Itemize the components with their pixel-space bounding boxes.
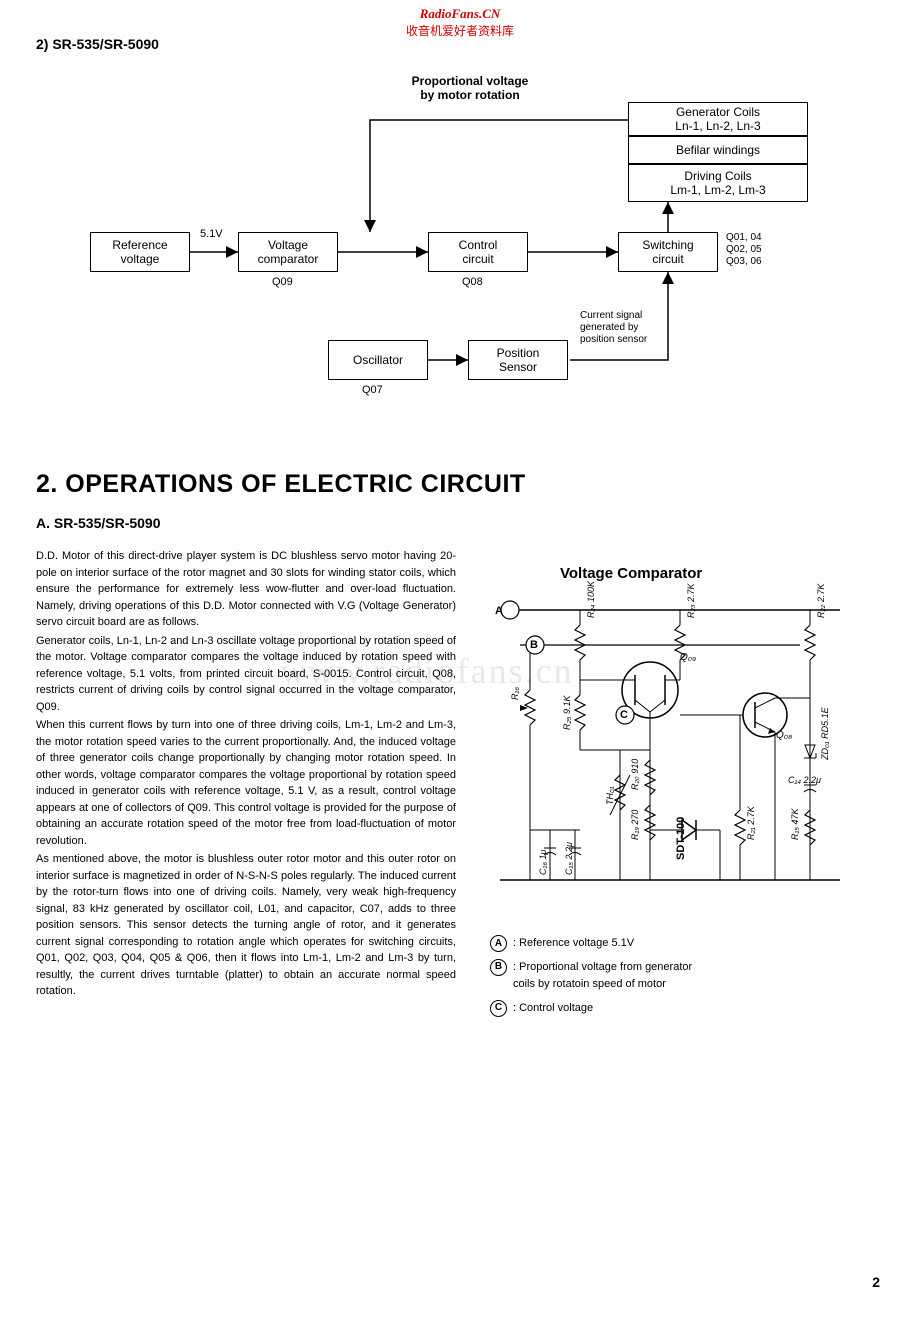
label-r25: R₂₅ 9.1K — [562, 695, 572, 730]
sub-heading: A. SR-535/SR-5090 — [36, 515, 161, 531]
schematic-legend: A : Reference voltage 5.1V B : Proportio… — [490, 935, 713, 1023]
label-r16: R₁₆ — [510, 687, 520, 700]
voltage-comparator-schematic: A B C R₂₄ 100K R₂₃ 2.7K R₂₂ 2.7K R₁₆ R₂₅… — [480, 580, 860, 910]
box-gen-coils: Generator Coils Ln-1, Ln-2, Ln-3 — [628, 102, 808, 136]
legend-row-a: A : Reference voltage 5.1V — [490, 935, 713, 953]
label-c15: C₁₅ 2.2μ — [564, 842, 574, 875]
marker-b: B — [530, 639, 538, 651]
block-diagram: Proportional voltage by motor rotation G… — [60, 70, 860, 410]
body-text: D.D. Motor of this direct-drive player s… — [36, 548, 456, 1002]
box-position: Position Sensor — [468, 340, 568, 380]
label-q-switching: Q01, 04 Q02, 05 Q03, 06 — [726, 232, 762, 268]
label-r15: R₁₅ 47K — [790, 809, 800, 840]
body-p3: When this current flows by turn into one… — [36, 717, 456, 849]
box-oscillator: Oscillator — [328, 340, 428, 380]
legend-text-b: : Proportional voltage from generator co… — [513, 959, 713, 994]
box-voltage-comparator: Voltage comparator — [238, 232, 338, 272]
label-r22: R₂₂ 2.7K — [816, 584, 826, 618]
label-c14: C₁₄ 2.2μ — [788, 775, 821, 785]
legend-row-b: B : Proportional voltage from generator … — [490, 959, 713, 994]
label-sdt: SDT-100 — [675, 817, 687, 860]
legend-text-c: : Control voltage — [513, 1000, 593, 1018]
label-c16: C₁₆ 1μ — [538, 850, 548, 875]
main-heading: 2. OPERATIONS OF ELECTRIC CIRCUIT — [36, 470, 526, 499]
legend-marker-c: C — [490, 1000, 507, 1017]
label-q07: Q07 — [362, 384, 383, 396]
label-th01: TH₀₁ — [605, 786, 615, 805]
label-r20: R₂₀ 910 — [630, 759, 640, 790]
box-driving-coils: Driving Coils Lm-1, Lm-2, Lm-3 — [628, 164, 808, 202]
marker-a: A — [495, 605, 503, 617]
label-r19: R₁₉ 270 — [630, 810, 640, 840]
box-ref-voltage: Reference voltage — [90, 232, 190, 272]
watermark-site: RadioFans.CN — [420, 6, 501, 22]
legend-marker-a: A — [490, 935, 507, 952]
label-r24: R₂₄ 100K — [586, 581, 596, 618]
body-p1: D.D. Motor of this direct-drive player s… — [36, 548, 456, 631]
watermark-cn: 收音机爱好者资料库 — [406, 22, 514, 39]
label-q09: Q09 — [272, 276, 293, 288]
top-feedback-label: Proportional voltage by motor rotation — [370, 74, 570, 102]
label-q09: Q₀₉ — [680, 652, 696, 663]
label-r23: R₂₃ 2.7K — [686, 583, 696, 618]
schematic-svg — [480, 580, 860, 910]
label-q08: Q08 — [462, 276, 483, 288]
page-number: 2 — [872, 1274, 880, 1290]
box-control: Control circuit — [428, 232, 528, 272]
body-p4: As mentioned above, the motor is blushle… — [36, 851, 456, 1000]
label-5v: 5.1V — [200, 228, 223, 240]
body-p2: Generator coils, Ln-1, Ln-2 and Ln-3 osc… — [36, 633, 456, 716]
marker-c: C — [620, 709, 628, 721]
legend-row-c: C : Control voltage — [490, 1000, 713, 1018]
box-switching: Switching circuit — [618, 232, 718, 272]
legend-text-a: : Reference voltage 5.1V — [513, 935, 634, 953]
label-r21: R₂₁ 2.7K — [746, 806, 756, 840]
label-zd01: ZD₀₁ RD5.1E — [820, 707, 830, 760]
label-q08: Q₀₈ — [776, 730, 792, 741]
section-label: 2) SR-535/SR-5090 — [36, 36, 159, 52]
box-befilar: Befilar windings — [628, 136, 808, 164]
legend-marker-b: B — [490, 959, 507, 976]
label-position-side: Current signal generated by position sen… — [580, 310, 647, 346]
